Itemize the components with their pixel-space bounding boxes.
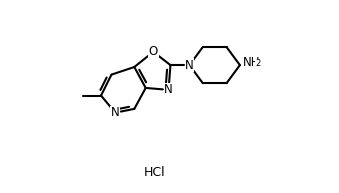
Text: N: N: [111, 106, 120, 119]
Text: HCl: HCl: [143, 166, 165, 179]
Text: O: O: [149, 45, 158, 58]
Text: N: N: [185, 59, 194, 72]
Text: 2: 2: [255, 59, 260, 68]
Text: NH: NH: [243, 56, 261, 69]
Text: N: N: [164, 83, 173, 96]
